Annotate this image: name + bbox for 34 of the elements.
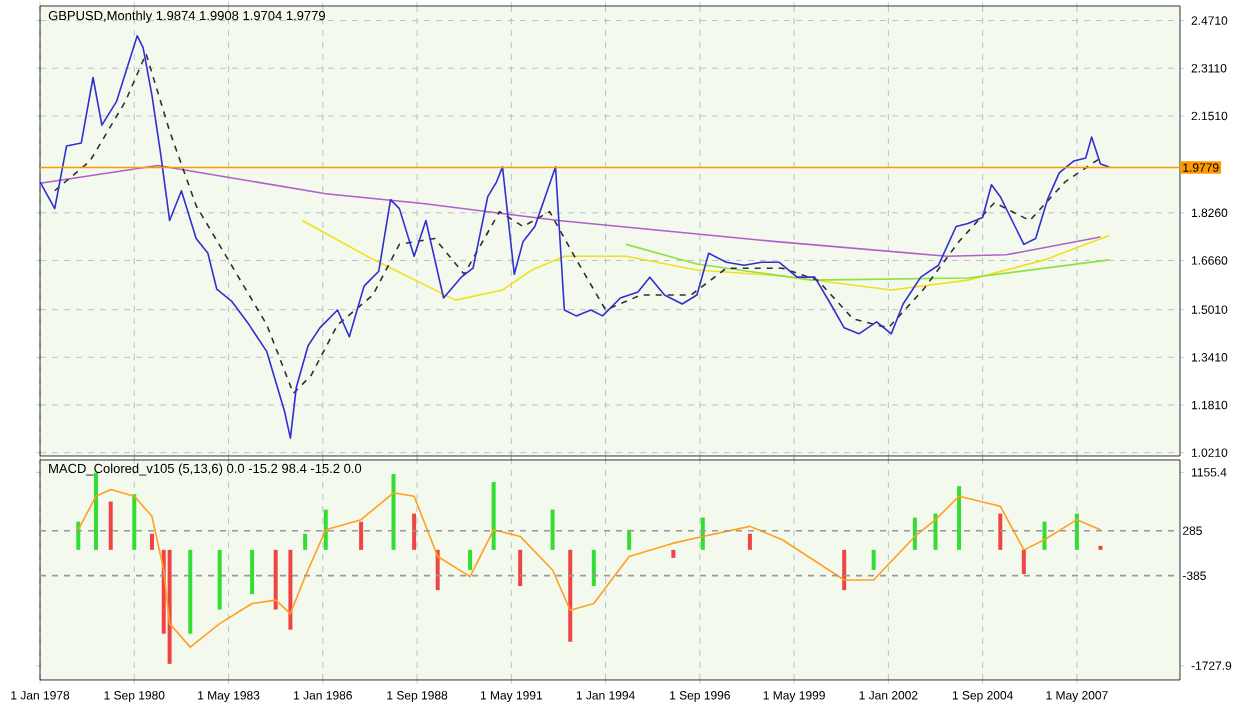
bar: [627, 529, 632, 550]
bar: [149, 533, 154, 550]
bar: [288, 549, 293, 630]
bar: [323, 509, 328, 550]
bar: [842, 549, 847, 591]
bar: [933, 513, 938, 550]
line-series: [77, 488, 1102, 648]
bar: [273, 549, 278, 610]
bar: [93, 472, 98, 550]
bar: [391, 474, 396, 550]
bar: [217, 549, 222, 610]
bar: [998, 513, 1003, 550]
bar: [303, 533, 308, 550]
bar: [250, 549, 255, 595]
bar: [671, 549, 676, 558]
line-series: [53, 52, 1102, 395]
bar: [412, 513, 417, 550]
bar: [518, 549, 523, 587]
bar: [957, 486, 962, 550]
bar: [912, 517, 917, 550]
bar: [108, 501, 113, 550]
bar: [871, 549, 876, 570]
line-series: [39, 34, 1111, 439]
bar: [132, 494, 137, 550]
line-series: [39, 164, 1102, 258]
line-series: [301, 219, 1111, 301]
bar: [591, 549, 596, 587]
bar: [167, 549, 172, 664]
bar: [359, 521, 364, 550]
bar: [1042, 521, 1047, 550]
bar: [568, 549, 573, 642]
bar: [491, 482, 496, 550]
bar: [550, 509, 555, 550]
line-series: [625, 243, 1111, 281]
